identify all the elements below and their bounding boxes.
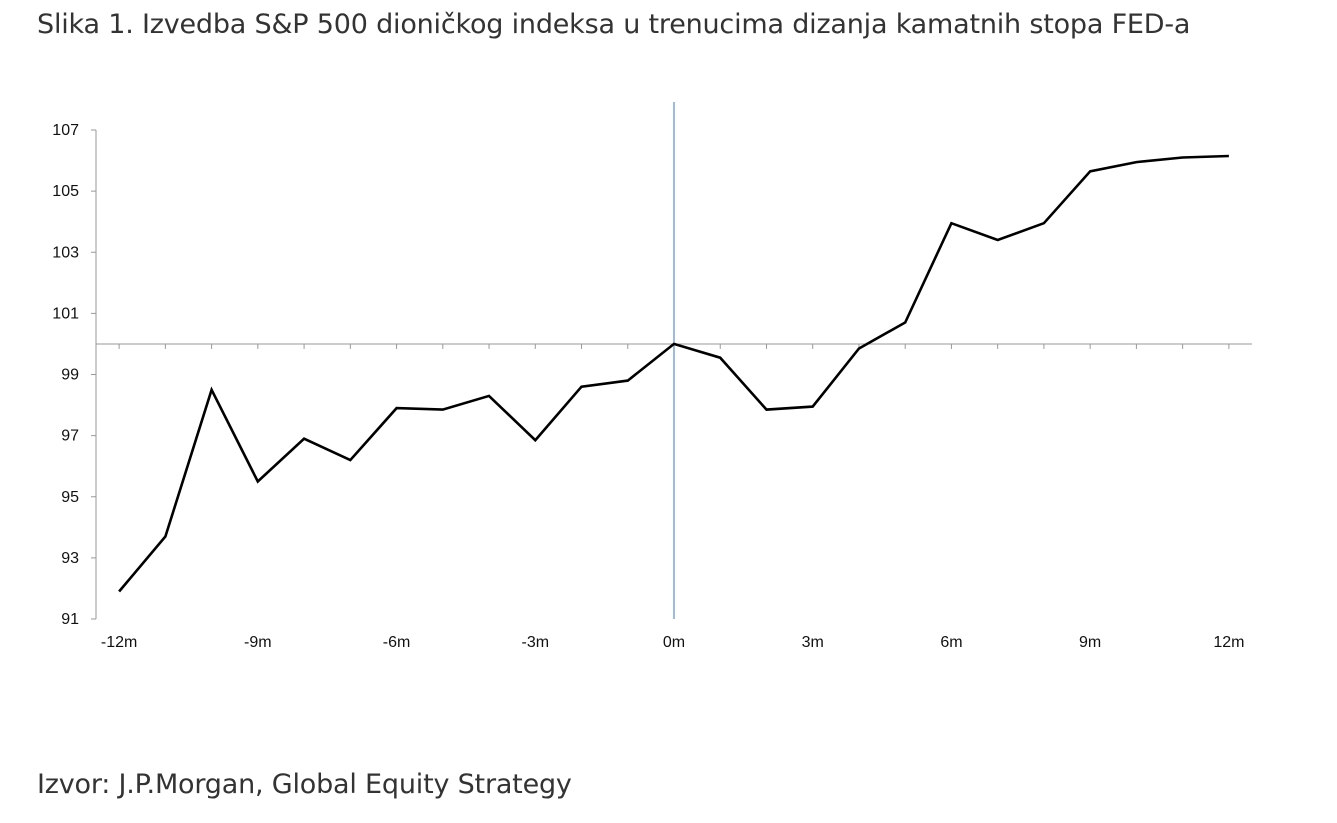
data-point xyxy=(395,406,399,410)
y-tick-label: 97 xyxy=(61,428,79,445)
figure-source: Izvor: J.P.Morgan, Global Equity Strateg… xyxy=(37,769,572,800)
y-tick-label: 93 xyxy=(61,550,79,567)
data-point xyxy=(302,437,306,441)
y-tick-label: 103 xyxy=(52,244,79,261)
y-tick-label: 107 xyxy=(52,122,79,139)
x-tick-label: 9m xyxy=(1079,634,1101,651)
x-tick-label: 12m xyxy=(1213,634,1244,651)
data-point xyxy=(348,458,352,462)
y-axis: 91 93 95 97 99 101 103 105 107 xyxy=(52,122,97,628)
x-tick-label: 6m xyxy=(940,634,962,651)
y-tick-label: 91 xyxy=(61,611,79,628)
y-tick-label: 101 xyxy=(52,305,79,322)
y-tick-label: 105 xyxy=(52,183,79,200)
data-point xyxy=(533,438,537,442)
data-point xyxy=(210,388,214,392)
data-point xyxy=(764,408,768,412)
data-point xyxy=(672,342,676,346)
data-point xyxy=(857,347,861,351)
data-point xyxy=(903,321,907,325)
x-tick-label: -12m xyxy=(101,634,137,651)
data-point xyxy=(1088,169,1092,173)
data-point xyxy=(580,385,584,389)
data-point xyxy=(949,221,953,225)
data-point xyxy=(1134,160,1138,164)
x-tick-label: 0m xyxy=(663,634,685,651)
x-tick-label: -3m xyxy=(521,634,549,651)
x-tick-label: 3m xyxy=(802,634,824,651)
data-point xyxy=(996,238,1000,242)
y-tick-label: 95 xyxy=(61,489,79,506)
data-point xyxy=(117,589,121,593)
data-point xyxy=(256,479,260,483)
y-tick-label: 99 xyxy=(61,367,79,384)
data-point xyxy=(1227,154,1231,158)
figure-title: Slika 1. Izvedba S&P 500 dioničkog indek… xyxy=(37,9,1191,40)
data-point xyxy=(163,534,167,538)
data-point xyxy=(626,379,630,383)
data-point xyxy=(718,356,722,360)
data-point xyxy=(487,394,491,398)
data-point xyxy=(1042,221,1046,225)
x-tick-label: -9m xyxy=(244,634,272,651)
data-point xyxy=(1181,156,1185,160)
data-point xyxy=(811,405,815,409)
data-point xyxy=(441,408,445,412)
series-line xyxy=(118,154,1229,593)
x-tick-label: -6m xyxy=(383,634,411,651)
series-group xyxy=(117,154,1231,593)
